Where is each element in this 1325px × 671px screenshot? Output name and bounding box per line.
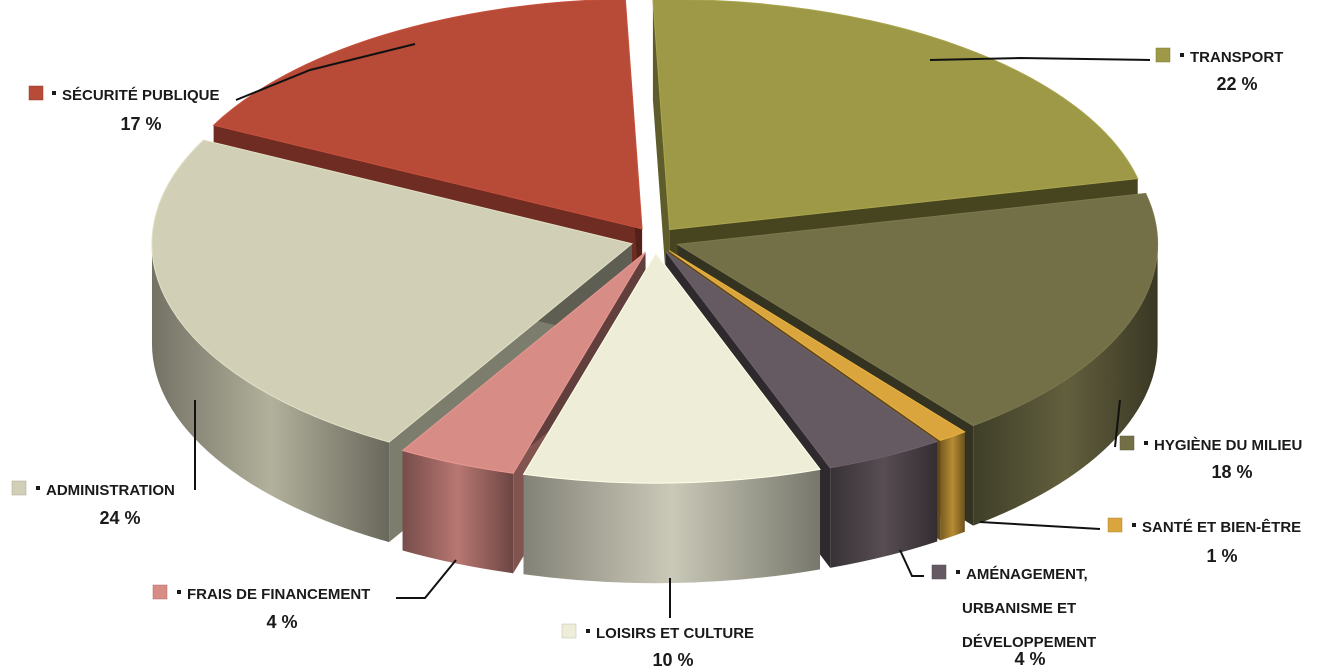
pie-slice-side <box>402 450 514 574</box>
slice-label-value: 18 % <box>1211 462 1252 482</box>
slice-label: FRAIS DE FINANCEMENT 4 % <box>152 559 457 632</box>
pie-slice-top <box>676 192 1159 427</box>
slice-label-value: 17 % <box>120 114 161 134</box>
slice-label-value: 24 % <box>99 508 140 528</box>
bullet-icon <box>52 91 56 95</box>
bullet-icon <box>586 629 590 633</box>
bullet-icon <box>1132 523 1136 527</box>
slice-label-name: AMÉNAGEMENT, <box>966 566 1088 583</box>
pie-slice-top <box>522 252 821 484</box>
slice-label-value: 1 % <box>1206 546 1237 566</box>
slice-label-value: 4 % <box>1014 649 1045 669</box>
slice-label-name: SANTÉ ET BIEN-ÊTRE <box>1142 518 1301 536</box>
slice-label-name: ADMINISTRATION <box>46 482 175 499</box>
pie-slice <box>522 252 821 584</box>
legend-swatch <box>931 564 947 580</box>
slice-label-name: SÉCURITÉ PUBLIQUE <box>62 87 220 104</box>
slice-label-name: FRAIS DE FINANCEMENT <box>187 586 370 603</box>
slice-label-name: DÉVELOPPEMENT <box>962 634 1096 651</box>
legend-swatch <box>152 584 168 600</box>
legend-swatch <box>1119 435 1135 451</box>
slice-label-name: TRANSPORT <box>1190 49 1283 66</box>
slice-label-name: LOISIRS ET CULTURE <box>596 625 754 642</box>
pie-slice-top <box>652 0 1139 231</box>
pie-slice-side <box>151 243 390 543</box>
pie-labels: TRANSPORT 22 % HYGIÈNE DU MILIEU 18 % SANTÉ … <box>11 43 1302 670</box>
pie-slice-top <box>401 251 646 474</box>
slice-label-value: 10 % <box>652 650 693 670</box>
pie-slice-side <box>973 244 1158 526</box>
legend-swatch <box>561 623 577 639</box>
bullet-icon <box>36 486 40 490</box>
pie-slice-top <box>668 250 966 441</box>
slice-label-value: 22 % <box>1216 74 1257 94</box>
bullet-icon <box>1144 441 1148 445</box>
leader-line <box>979 521 1101 530</box>
slice-label: SANTÉ ET BIEN-ÊTRE 1 % <box>979 517 1301 566</box>
leader-line <box>235 43 416 101</box>
pie-slice-side <box>830 441 938 568</box>
slice-label: ADMINISTRATION 24 % <box>11 400 196 528</box>
leader-line <box>1114 399 1121 448</box>
bullet-icon <box>956 570 960 574</box>
leader-line <box>929 56 1151 61</box>
slice-label: LOISIRS ET CULTURE 10 % <box>561 578 754 670</box>
pie-slice-wall <box>652 0 670 330</box>
slice-label: SÉCURITÉ PUBLIQUE 17 % <box>28 43 416 134</box>
slice-label: HYGIÈNE DU MILIEU 18 % <box>1114 399 1302 482</box>
pie-slices <box>151 0 1159 584</box>
legend-swatch <box>1155 47 1171 63</box>
pie-slice-top <box>665 251 939 469</box>
slice-label-name: HYGIÈNE DU MILIEU <box>1154 437 1302 454</box>
leader-line <box>396 559 457 599</box>
legend-swatch <box>1107 517 1123 533</box>
slice-label-value: 4 % <box>266 612 297 632</box>
pie-slice-top <box>212 0 643 230</box>
pie-slice-side <box>523 469 821 584</box>
legend-swatch <box>28 85 44 101</box>
slice-label-name: URBANISME ET <box>962 600 1076 617</box>
bullet-icon <box>1180 53 1184 57</box>
slice-label: TRANSPORT 22 % <box>929 47 1283 94</box>
leader-line <box>899 549 924 577</box>
pie-slice-top <box>151 139 634 443</box>
legend-swatch <box>11 480 27 496</box>
bullet-icon <box>177 590 181 594</box>
pie-slice-side <box>940 431 965 541</box>
